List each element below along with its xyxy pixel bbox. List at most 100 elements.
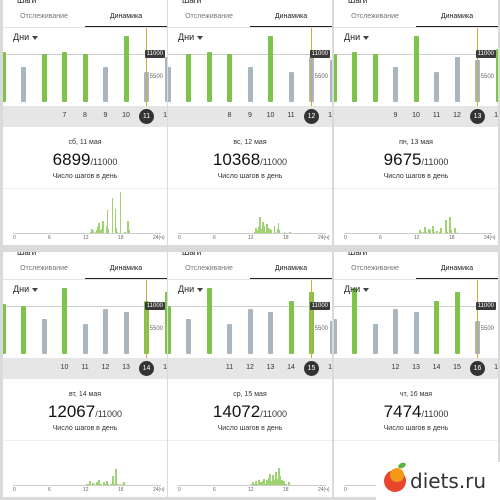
day-bar[interactable] — [227, 323, 232, 354]
tab-tracking[interactable]: Отслеживание — [20, 13, 68, 20]
day-bar[interactable] — [329, 59, 332, 102]
day-bar[interactable] — [206, 288, 212, 354]
day-number[interactable]: 7 — [62, 112, 67, 119]
day-bar[interactable] — [372, 53, 378, 102]
day-bar[interactable] — [206, 51, 212, 102]
day-bar[interactable] — [3, 51, 6, 102]
day-bar[interactable] — [352, 288, 357, 354]
day-bar[interactable] — [372, 323, 378, 354]
day-selector[interactable]: 1011121314151617 — [3, 358, 167, 379]
day-number[interactable]: 13 — [412, 364, 420, 371]
day-bar[interactable] — [434, 301, 439, 354]
day-bar[interactable] — [454, 56, 460, 102]
day-number[interactable]: 9 — [248, 112, 252, 119]
day-bar[interactable] — [247, 67, 253, 102]
day-selector[interactable]: 7891011121314 — [3, 106, 167, 127]
tab-tracking[interactable]: Отслеживание — [351, 265, 399, 272]
selected-day[interactable]: 13 — [470, 109, 485, 124]
day-bar[interactable] — [288, 71, 294, 102]
day-number[interactable]: 11 — [81, 364, 89, 371]
day-number[interactable]: 8 — [83, 112, 87, 119]
day-bar[interactable] — [393, 308, 398, 354]
day-bar[interactable] — [288, 301, 294, 354]
day-bar[interactable] — [164, 56, 167, 102]
day-number[interactable]: 14 — [287, 364, 295, 371]
day-number[interactable]: 9 — [393, 112, 398, 119]
selected-day[interactable]: 11 — [139, 109, 154, 124]
day-bar[interactable] — [82, 53, 88, 102]
tab-tracking[interactable]: Отслеживание — [351, 13, 399, 20]
day-bar[interactable] — [164, 292, 167, 354]
day-number[interactable]: 13 — [122, 364, 130, 371]
day-bar[interactable] — [413, 36, 419, 102]
day-number[interactable]: 15 — [163, 364, 167, 371]
day-bar[interactable] — [352, 51, 357, 102]
selected-day[interactable]: 12 — [304, 109, 319, 124]
tab-dynamics[interactable]: Динамика — [274, 13, 308, 20]
period-dropdown[interactable]: Дни — [178, 284, 204, 294]
day-selector[interactable]: 1213141516171819 — [334, 358, 498, 379]
day-bar[interactable] — [495, 49, 498, 102]
day-number[interactable]: 13 — [328, 112, 332, 119]
day-bar[interactable] — [454, 292, 460, 354]
tab-tracking[interactable]: Отслеживание — [185, 13, 233, 20]
day-bar[interactable] — [62, 51, 67, 102]
day-bar[interactable] — [123, 311, 129, 354]
day-selector[interactable]: 1112131415161718 — [168, 358, 332, 379]
daily-steps-chart[interactable]: 11000 5500 — [334, 280, 498, 358]
period-dropdown[interactable]: Дни — [344, 284, 370, 294]
day-bar[interactable] — [41, 319, 47, 354]
day-number[interactable]: 10 — [60, 364, 69, 371]
day-bar[interactable] — [103, 67, 108, 102]
day-number[interactable]: 10 — [122, 112, 130, 119]
day-bar[interactable] — [21, 305, 26, 354]
period-dropdown[interactable]: Дни — [178, 32, 204, 42]
day-bar[interactable] — [123, 36, 129, 102]
day-bar[interactable] — [186, 319, 191, 354]
selected-day[interactable]: 14 — [139, 361, 154, 376]
day-bar[interactable] — [413, 311, 419, 354]
day-bar[interactable] — [3, 303, 6, 354]
daily-steps-chart[interactable]: 11000 5500 — [168, 280, 332, 358]
daily-steps-chart[interactable]: 11000 5500 — [3, 28, 167, 106]
day-selector[interactable]: 910111213141516 — [334, 106, 498, 127]
day-number[interactable]: 11 — [225, 364, 234, 371]
day-bar[interactable] — [247, 308, 253, 354]
day-bar[interactable] — [393, 67, 398, 102]
day-bar[interactable] — [21, 67, 26, 102]
day-bar[interactable] — [268, 36, 273, 102]
tab-tracking[interactable]: Отслеживание — [185, 265, 233, 272]
day-number[interactable]: 12 — [101, 364, 110, 371]
selected-day[interactable]: 16 — [470, 361, 485, 376]
day-number[interactable]: 9 — [103, 112, 108, 119]
day-bar[interactable] — [168, 305, 171, 354]
daily-steps-chart[interactable]: 11000 5500 — [334, 28, 498, 106]
day-number[interactable]: 16 — [328, 364, 332, 371]
day-bar[interactable] — [434, 71, 439, 102]
day-bar[interactable] — [329, 321, 332, 354]
day-bar[interactable] — [186, 53, 191, 102]
day-bar[interactable] — [82, 323, 88, 354]
day-number[interactable]: 12 — [391, 364, 400, 371]
day-number[interactable]: 14 — [494, 112, 498, 119]
tab-dynamics[interactable]: Динамика — [109, 13, 143, 20]
day-number[interactable]: 11 — [432, 112, 441, 119]
day-selector[interactable]: 89101112131415 — [168, 106, 332, 127]
day-number[interactable]: 12 — [246, 364, 254, 371]
tab-tracking[interactable]: Отслеживание — [20, 265, 68, 272]
tab-dynamics[interactable]: Динамика — [274, 265, 308, 272]
period-dropdown[interactable]: Дни — [13, 284, 39, 294]
daily-steps-chart[interactable]: 11000 5500 — [168, 28, 332, 106]
day-bar[interactable] — [334, 53, 337, 102]
daily-steps-chart[interactable]: 11000 5500 — [3, 280, 167, 358]
day-bar[interactable] — [168, 67, 171, 102]
day-number[interactable]: 13 — [266, 364, 275, 371]
day-number[interactable]: 12 — [163, 112, 167, 119]
day-number[interactable]: 10 — [266, 112, 275, 119]
day-number[interactable]: 17 — [494, 364, 498, 371]
day-bar[interactable] — [62, 288, 67, 354]
period-dropdown[interactable]: Дни — [13, 32, 39, 42]
day-number[interactable]: 15 — [453, 364, 461, 371]
selected-day[interactable]: 15 — [304, 361, 319, 376]
day-bar[interactable] — [103, 308, 108, 354]
